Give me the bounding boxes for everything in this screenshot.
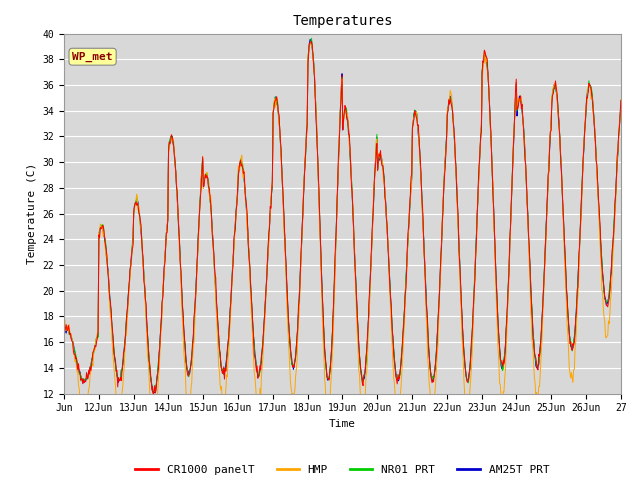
CR1000 panelT [60,328,68,334]
Line: AM25T PRT: AM25T PRT [64,39,621,393]
NR01 PRT [617,107,625,112]
NR01 PRT [256,367,264,372]
HMP [256,385,264,391]
NR01 PRT [308,36,316,41]
NR01 PRT [401,291,409,297]
CR1000 panelT [401,293,409,299]
CR1000 panelT [617,97,625,103]
AM25T PRT [401,292,409,298]
HMP [150,422,157,428]
HMP [60,322,68,328]
AM25T PRT [433,348,440,354]
AM25T PRT [256,367,264,372]
Line: CR1000 panelT: CR1000 panelT [64,41,621,397]
AM25T PRT [307,36,314,42]
AM25T PRT [60,329,68,335]
AM25T PRT [151,390,159,396]
X-axis label: Time: Time [329,419,356,429]
HMP [401,300,409,306]
HMP [617,97,625,103]
Text: WP_met: WP_met [72,51,113,62]
NR01 PRT [277,148,285,154]
AM25T PRT [228,270,236,276]
NR01 PRT [433,348,440,354]
AM25T PRT [617,103,625,109]
CR1000 panelT [308,38,316,44]
HMP [307,41,314,47]
NR01 PRT [150,389,157,395]
CR1000 panelT [228,270,236,276]
Line: NR01 PRT: NR01 PRT [64,38,621,392]
NR01 PRT [228,267,236,273]
Line: HMP: HMP [64,44,621,425]
Title: Temperatures: Temperatures [292,14,393,28]
CR1000 panelT [433,351,440,357]
HMP [433,367,440,372]
CR1000 panelT [150,395,157,400]
NR01 PRT [125,280,133,286]
AM25T PRT [125,280,133,286]
HMP [277,156,285,161]
CR1000 panelT [125,279,133,285]
CR1000 panelT [277,148,285,154]
AM25T PRT [277,150,285,156]
HMP [228,269,236,275]
Y-axis label: Temperature (C): Temperature (C) [27,163,37,264]
CR1000 panelT [256,362,264,368]
HMP [125,281,133,287]
NR01 PRT [60,331,68,336]
Legend: CR1000 panelT, HMP, NR01 PRT, AM25T PRT: CR1000 panelT, HMP, NR01 PRT, AM25T PRT [131,460,554,479]
